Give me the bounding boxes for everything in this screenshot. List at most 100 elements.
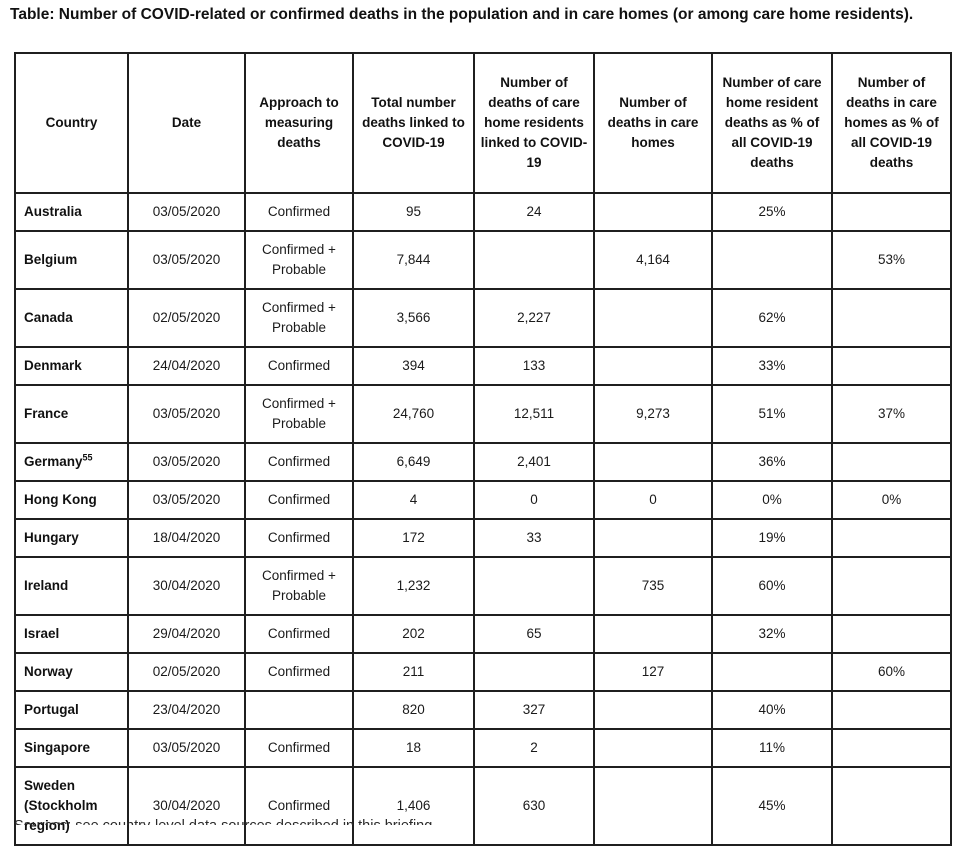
cell-total: 211	[352, 652, 475, 692]
cell-country: Israel	[14, 614, 129, 654]
cell-total: 4	[352, 480, 475, 520]
column-header-residents: Number of deaths of care home residents …	[473, 52, 595, 194]
column-header-country: Country	[14, 52, 129, 194]
header-row: Country Date Approach to measuring deaths T…	[14, 52, 952, 194]
cell-date: 18/04/2020	[127, 518, 246, 558]
cell-residents	[473, 652, 595, 692]
table-row: Portugal 23/04/2020 820 327 40%	[14, 690, 952, 730]
cell-total: 172	[352, 518, 475, 558]
cell-in_homes: 735	[593, 556, 713, 616]
cell-date: 03/05/2020	[127, 230, 246, 290]
cell-total: 6,649	[352, 442, 475, 482]
cell-pct_residents: 51%	[711, 384, 833, 444]
cell-total: 1,406	[352, 766, 475, 846]
cell-pct_residents: 19%	[711, 518, 833, 558]
footnote-marker: 55	[82, 452, 93, 463]
country-name: Hong Kong	[24, 492, 97, 507]
cell-pct_in_homes	[831, 766, 952, 846]
cell-date: 02/05/2020	[127, 652, 246, 692]
cell-date: 30/04/2020	[127, 556, 246, 616]
cell-approach: Confirmed	[244, 766, 354, 846]
cell-pct_residents: 25%	[711, 192, 833, 232]
cell-residents: 33	[473, 518, 595, 558]
cell-in_homes	[593, 346, 713, 386]
column-header-date: Date	[127, 52, 246, 194]
cell-in_homes: 127	[593, 652, 713, 692]
cell-residents: 65	[473, 614, 595, 654]
table-row: Singapore 03/05/2020 Confirmed 18 2 11%	[14, 728, 952, 768]
cell-in_homes	[593, 518, 713, 558]
cell-residents: 24	[473, 192, 595, 232]
table-row: Australia 03/05/2020 Confirmed 95 24 25%	[14, 192, 952, 232]
table-body: Australia 03/05/2020 Confirmed 95 24 25% Belgi…	[14, 192, 952, 846]
table-header: Country Date Approach to measuring deaths T…	[14, 52, 952, 194]
cell-in_homes	[593, 442, 713, 482]
cell-residents: 630	[473, 766, 595, 846]
cell-country: Norway	[14, 652, 129, 692]
cell-in_homes	[593, 614, 713, 654]
table-row: Norway 02/05/2020 Confirmed 211 127 60%	[14, 652, 952, 692]
cell-pct_residents	[711, 652, 833, 692]
cell-pct_residents: 62%	[711, 288, 833, 348]
cell-pct_residents	[711, 230, 833, 290]
cell-country: Denmark	[14, 346, 129, 386]
table-row: Hong Kong 03/05/2020 Confirmed 4 0 0 0% 0%	[14, 480, 952, 520]
cell-date: 23/04/2020	[127, 690, 246, 730]
source-note-clipped: Sources: see country-level data sources …	[14, 817, 934, 825]
country-name: Australia	[24, 204, 82, 219]
column-header-in_homes: Number of deaths in care homes	[593, 52, 713, 194]
cell-approach: Confirmed	[244, 442, 354, 482]
cell-pct_residents: 32%	[711, 614, 833, 654]
cell-in_homes: 9,273	[593, 384, 713, 444]
cell-approach: Confirmed	[244, 480, 354, 520]
cell-country: Ireland	[14, 556, 129, 616]
cell-total: 394	[352, 346, 475, 386]
cell-country: Canada	[14, 288, 129, 348]
country-name: France	[24, 406, 69, 421]
cell-approach: Confirmed	[244, 518, 354, 558]
cell-pct_residents: 0%	[711, 480, 833, 520]
column-header-approach: Approach to measuring deaths	[244, 52, 354, 194]
cell-country: Sweden (Stockholm region)	[14, 766, 129, 846]
cell-pct_in_homes	[831, 442, 952, 482]
cell-date: 03/05/2020	[127, 192, 246, 232]
table-row: Hungary 18/04/2020 Confirmed 172 33 19%	[14, 518, 952, 558]
cell-in_homes: 0	[593, 480, 713, 520]
cell-date: 03/05/2020	[127, 728, 246, 768]
country-name: Singapore	[24, 740, 91, 755]
cell-in_homes	[593, 192, 713, 232]
cell-residents: 133	[473, 346, 595, 386]
cell-date: 02/05/2020	[127, 288, 246, 348]
cell-pct_residents: 11%	[711, 728, 833, 768]
cell-country: Hong Kong	[14, 480, 129, 520]
country-name: Belgium	[24, 252, 78, 267]
column-header-pct_in_homes: Number of deaths in care homes as % of a…	[831, 52, 952, 194]
country-name: Norway	[24, 664, 73, 679]
table-row: Denmark 24/04/2020 Confirmed 394 133 33%	[14, 346, 952, 386]
country-name: Hungary	[24, 530, 79, 545]
cell-pct_in_homes	[831, 192, 952, 232]
cell-country: Germany55	[14, 442, 129, 482]
country-name: Denmark	[24, 358, 82, 373]
cell-residents: 2	[473, 728, 595, 768]
cell-approach: Confirmed + Probable	[244, 230, 354, 290]
table-row: Ireland 30/04/2020 Confirmed + Probable 1,2…	[14, 556, 952, 616]
cell-total: 1,232	[352, 556, 475, 616]
cell-residents: 327	[473, 690, 595, 730]
cell-country: Portugal	[14, 690, 129, 730]
cell-approach: Confirmed	[244, 346, 354, 386]
cell-in_homes	[593, 728, 713, 768]
table-row: France 03/05/2020 Confirmed + Probable 24,7…	[14, 384, 952, 444]
table-row: Germany55 03/05/2020 Confirmed 6,649 2,401 36…	[14, 442, 952, 482]
cell-country: Hungary	[14, 518, 129, 558]
cell-total: 95	[352, 192, 475, 232]
cell-residents	[473, 556, 595, 616]
table-row: Canada 02/05/2020 Confirmed + Probable 3,56…	[14, 288, 952, 348]
cell-pct_residents: 40%	[711, 690, 833, 730]
table-row: Israel 29/04/2020 Confirmed 202 65 32%	[14, 614, 952, 654]
cell-approach: Confirmed + Probable	[244, 288, 354, 348]
cell-residents: 12,511	[473, 384, 595, 444]
cell-date: 03/05/2020	[127, 384, 246, 444]
cell-approach	[244, 690, 354, 730]
cell-approach: Confirmed + Probable	[244, 384, 354, 444]
